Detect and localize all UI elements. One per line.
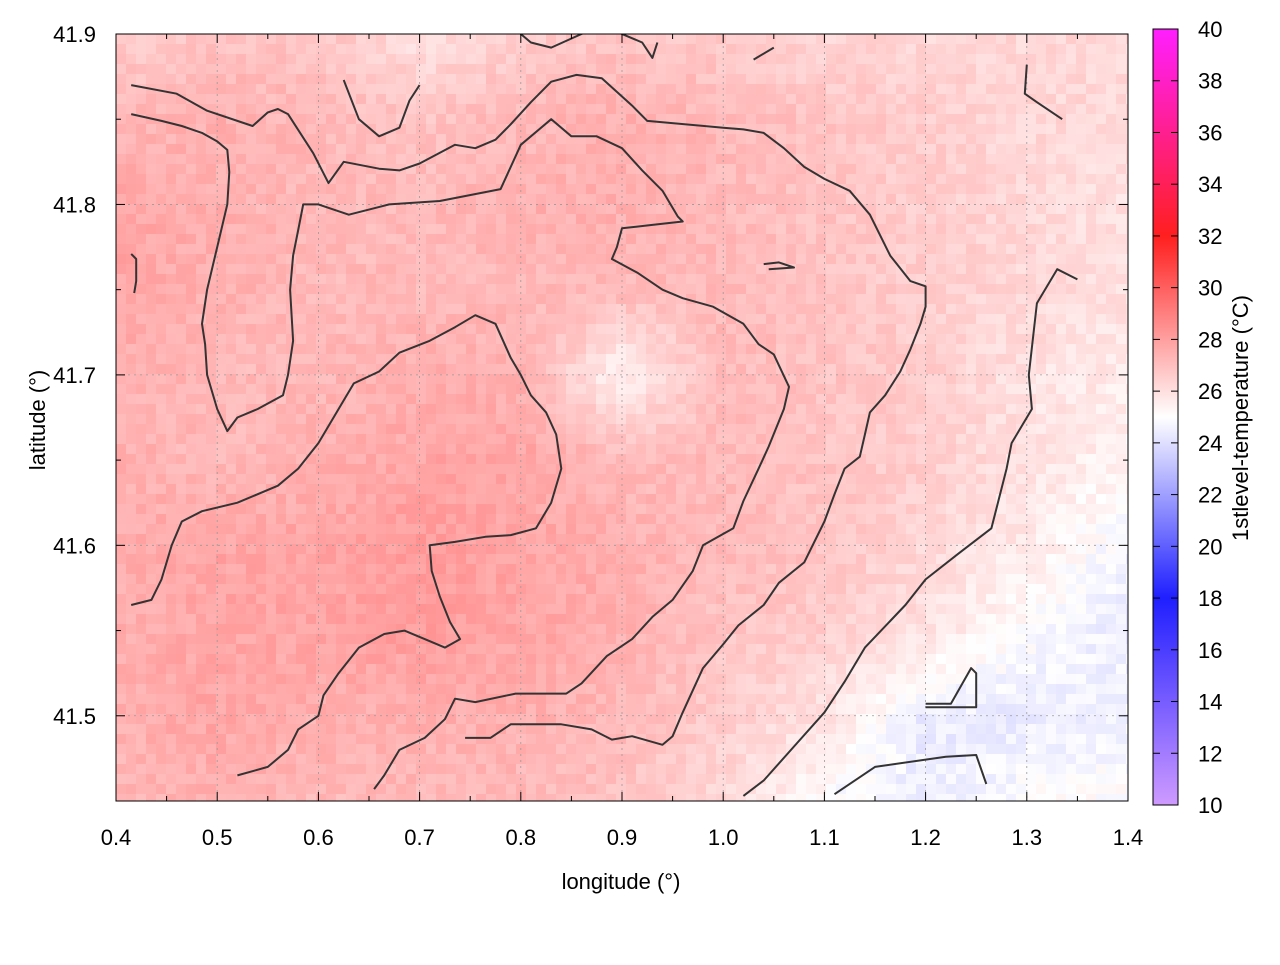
colorbar-tick-label: 24 xyxy=(1198,431,1222,456)
x-tick-label: 0.8 xyxy=(506,825,537,850)
colorbar-tick-label: 40 xyxy=(1198,17,1222,42)
y-tick-label: 41.6 xyxy=(53,533,96,558)
colorbar-tick-label: 36 xyxy=(1198,120,1222,145)
colorbar-tick-label: 10 xyxy=(1198,793,1222,818)
y-tick-label: 41.8 xyxy=(53,192,96,217)
colorbar-tick-label: 30 xyxy=(1198,276,1222,301)
x-tick-label: 0.7 xyxy=(404,825,435,850)
colorbar xyxy=(1153,29,1178,805)
colorbar-tick-label: 14 xyxy=(1198,690,1222,715)
x-axis-label: longitude (°) xyxy=(562,869,681,894)
colorbar-label: 1stlevel-temperature (°C) xyxy=(1228,295,1253,541)
colorbar-tick-label: 26 xyxy=(1198,379,1222,404)
colorbar-tick-label: 18 xyxy=(1198,586,1222,611)
colorbar-tick-label: 20 xyxy=(1198,534,1222,559)
colorbar-tick-label: 28 xyxy=(1198,327,1222,352)
colorbar-tick-label: 12 xyxy=(1198,741,1222,766)
x-tick-label: 0.4 xyxy=(101,825,132,850)
colorbar-tick-label: 16 xyxy=(1198,638,1222,663)
y-axis-label: latitude (°) xyxy=(25,370,50,471)
heatmap-field xyxy=(116,34,1137,805)
x-tick-label: 1.1 xyxy=(809,825,840,850)
x-tick-label: 0.9 xyxy=(607,825,638,850)
y-tick-label: 41.7 xyxy=(53,363,96,388)
colorbar-tick-label: 38 xyxy=(1198,69,1222,94)
colorbar-tick-label: 32 xyxy=(1198,224,1222,249)
x-tick-label: 1.0 xyxy=(708,825,739,850)
colorbar-tick-label: 22 xyxy=(1198,483,1222,508)
y-tick-label: 41.9 xyxy=(53,22,96,47)
x-tick-label: 1.4 xyxy=(1113,825,1144,850)
colorbar-tick-label: 34 xyxy=(1198,172,1222,197)
x-tick-label: 1.2 xyxy=(910,825,941,850)
y-tick-label: 41.5 xyxy=(53,704,96,729)
x-tick-label: 0.6 xyxy=(303,825,334,850)
x-tick-label: 1.3 xyxy=(1012,825,1043,850)
x-tick-label: 0.5 xyxy=(202,825,233,850)
